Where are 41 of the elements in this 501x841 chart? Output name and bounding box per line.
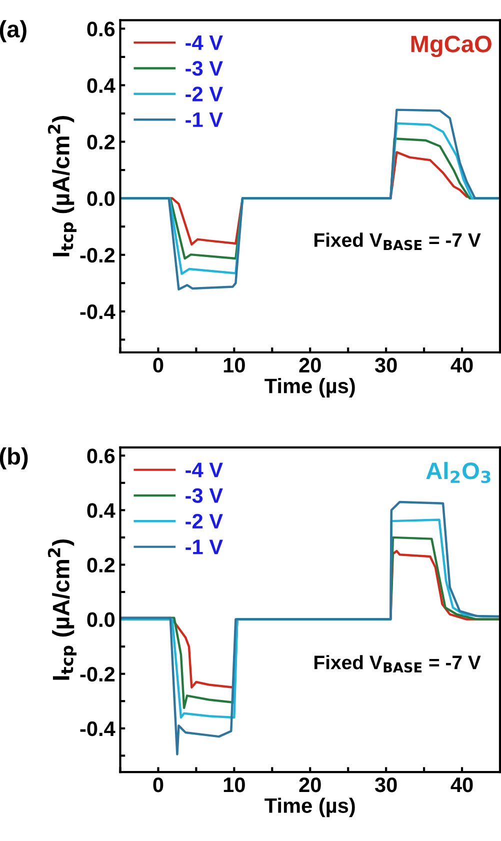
y-tick-label: 0.6	[87, 448, 115, 464]
legend-label: -3 V	[186, 488, 223, 503]
legend-label: -3 V	[186, 60, 223, 76]
x-tick-label: 40	[450, 777, 473, 792]
x-axis-title: Time (µs)	[264, 378, 355, 398]
y-tick-label: 0.2	[87, 134, 115, 150]
legend-label: -4 V	[186, 462, 223, 478]
y-tick-label: -0.2	[80, 248, 115, 263]
y-tick-label: 0.6	[87, 22, 115, 36]
x-axis-title: Time (µs)	[264, 798, 355, 818]
line-series	[120, 108, 500, 290]
x-tick-label: 10	[224, 358, 245, 373]
annotation: MgCaO	[411, 36, 492, 58]
text: (b)	[0, 447, 28, 470]
y-axis-title: I$_{tcp}$ (µA/cm$^{2}$)	[48, 539, 77, 680]
annotation: Fixed V$_{BASE}$ = -7 V	[314, 655, 481, 673]
x-tick-label: 20	[299, 358, 321, 373]
x-tick-label: 0	[153, 777, 164, 792]
y-tick-label: 0.0	[87, 191, 115, 206]
y-tick-label: -0.2	[80, 666, 115, 682]
y-tick-label: 0.4	[87, 78, 116, 93]
y-tick-label: -0.4	[80, 304, 116, 320]
legend-label: -4 V	[186, 36, 223, 50]
y-tick-label: 0.4	[87, 503, 116, 518]
annotation: Fixed V$_{BASE}$ = -7 V	[314, 232, 481, 250]
x-tick-label: 30	[374, 777, 397, 792]
x-tick-label: 0	[153, 358, 164, 373]
legend-label: -1 V	[186, 540, 223, 554]
y-axis-title: I$_{tcp}$ (µA/cm$^{2}$)	[48, 116, 77, 256]
y-tick-label: 0.2	[87, 558, 115, 572]
legend-label: -1 V	[186, 112, 223, 127]
annotation: Al$_{2}$O$_{3}$	[426, 462, 490, 484]
legend-label: -2 V	[186, 514, 223, 528]
x-tick-label: 30	[374, 358, 397, 373]
text: (a)	[0, 20, 26, 42]
legend-label: -2 V	[186, 86, 223, 102]
x-tick-label: 40	[450, 358, 473, 373]
y-tick-label: -0.4	[80, 721, 116, 736]
x-tick-label: 20	[299, 777, 321, 792]
y-tick-label: 0.0	[87, 612, 115, 628]
x-tick-label: 10	[224, 777, 245, 792]
